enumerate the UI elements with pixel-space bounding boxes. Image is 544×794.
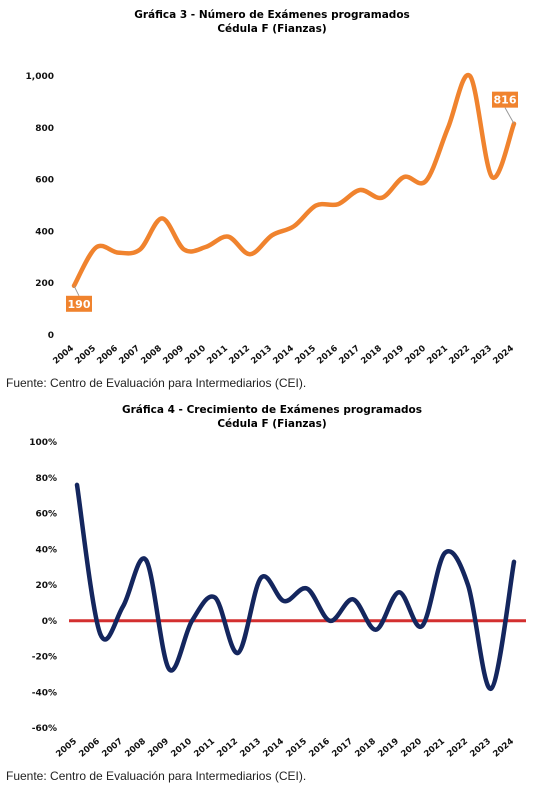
chart1-xtick: 2004 (51, 344, 76, 367)
chart2-xtick: 2006 (77, 737, 102, 760)
chart1-data-label: 816 (494, 94, 517, 107)
chart1-ytick: 200 (35, 279, 54, 289)
chart1-xtick: 2009 (161, 344, 186, 367)
chart1-ytick: 800 (35, 124, 54, 134)
chart1-title: Gráfica 3 - Número de Exámenes programad… (134, 9, 410, 21)
chart1-xtick: 2018 (359, 344, 384, 367)
chart2-ytick: 0% (42, 617, 57, 627)
chart1-xtick: 2015 (293, 344, 318, 367)
chart2-ytick: 100% (29, 438, 57, 448)
chart1-ytick: 1,000 (26, 72, 54, 82)
chart1-plot: 1,00080060040020002004200520062007200820… (26, 72, 518, 367)
chart1-xtick: 2011 (205, 344, 230, 367)
chart1-xtick: 2013 (249, 344, 274, 367)
chart2-xtick: 2009 (146, 737, 171, 760)
chart2-ytick: 20% (35, 581, 57, 591)
chart1-xtick: 2010 (183, 344, 208, 367)
chart2-xtick: 2018 (353, 737, 378, 760)
chart1-subtitle: Cédula F (Fianzas) (217, 23, 327, 35)
chart1-source: Fuente: Centro de Evaluación para Interm… (6, 376, 307, 390)
chart1-ytick: 400 (35, 227, 54, 237)
chart2-xtick: 2010 (169, 737, 194, 760)
chart2-xtick: 2014 (261, 737, 286, 760)
chart2-plot: 100%80%60%40%20%0%-20%-40%-60%2005200620… (29, 438, 526, 760)
chart1-xtick: 2007 (117, 344, 142, 367)
chart1-ytick: 0 (48, 331, 54, 341)
chart1-data-label-box (66, 295, 92, 312)
chart2-title: Gráfica 4 - Crecimiento de Exámenes prog… (121, 404, 423, 416)
chart2-xtick: 2012 (215, 737, 240, 760)
chart2-ytick: 60% (35, 510, 57, 520)
chart2-ytick: 40% (35, 545, 57, 555)
chart1-xtick: 2014 (271, 344, 296, 367)
chart2-xtick: 2007 (100, 737, 125, 760)
chart2-xtick: 2019 (376, 737, 401, 760)
chart1-xtick: 2008 (139, 344, 164, 367)
chart2-xtick: 2021 (422, 737, 447, 760)
chart2-xtick: 2024 (491, 737, 516, 760)
chart2-xtick: 2015 (284, 737, 309, 760)
chart1-series-line (71, 72, 517, 289)
chart2-xtick: 2011 (192, 737, 217, 760)
chart1-xtick: 2024 (491, 344, 516, 367)
chart2-ytick: -60% (32, 724, 57, 734)
chart2-xtick: 2017 (330, 737, 355, 760)
chart2-xtick: 2022 (445, 737, 470, 760)
chart2-ytick: 80% (35, 474, 57, 484)
chart2-source: Fuente: Centro de Evaluación para Interm… (6, 769, 307, 783)
chart1-xtick: 2023 (469, 344, 494, 367)
chart2-series-line (74, 482, 517, 691)
chart1-xtick: 2006 (95, 344, 120, 367)
chart2-ytick: -40% (32, 688, 57, 698)
chart2-xtick: 2023 (468, 737, 493, 760)
chart2-xtick: 2013 (238, 737, 263, 760)
chart1-xtick: 2020 (403, 344, 428, 367)
chart2-ytick: -20% (32, 653, 57, 663)
chart1-xtick: 2019 (381, 344, 406, 367)
chart2-xtick: 2016 (307, 737, 332, 760)
chart1-xtick: 2017 (337, 344, 362, 367)
chart1-xtick: 2021 (425, 344, 450, 367)
chart2-xtick: 2008 (123, 737, 148, 760)
chart1-xtick: 2012 (227, 344, 252, 367)
chart2-xtick: 2005 (54, 737, 79, 760)
chart1-ytick: 600 (35, 176, 54, 186)
chart2-subtitle: Cédula F (Fianzas) (217, 418, 327, 430)
chart1-xtick: 2016 (315, 344, 340, 367)
chart1-data-label: 190 (68, 298, 91, 311)
chart1-xtick: 2022 (447, 344, 472, 367)
chart1-data-label-leader (73, 285, 80, 297)
chart2-xtick: 2020 (399, 737, 424, 760)
chart1-xtick: 2005 (73, 344, 98, 367)
chart1-data-label-box (492, 91, 518, 108)
chart1-data-label-leader (504, 107, 515, 124)
